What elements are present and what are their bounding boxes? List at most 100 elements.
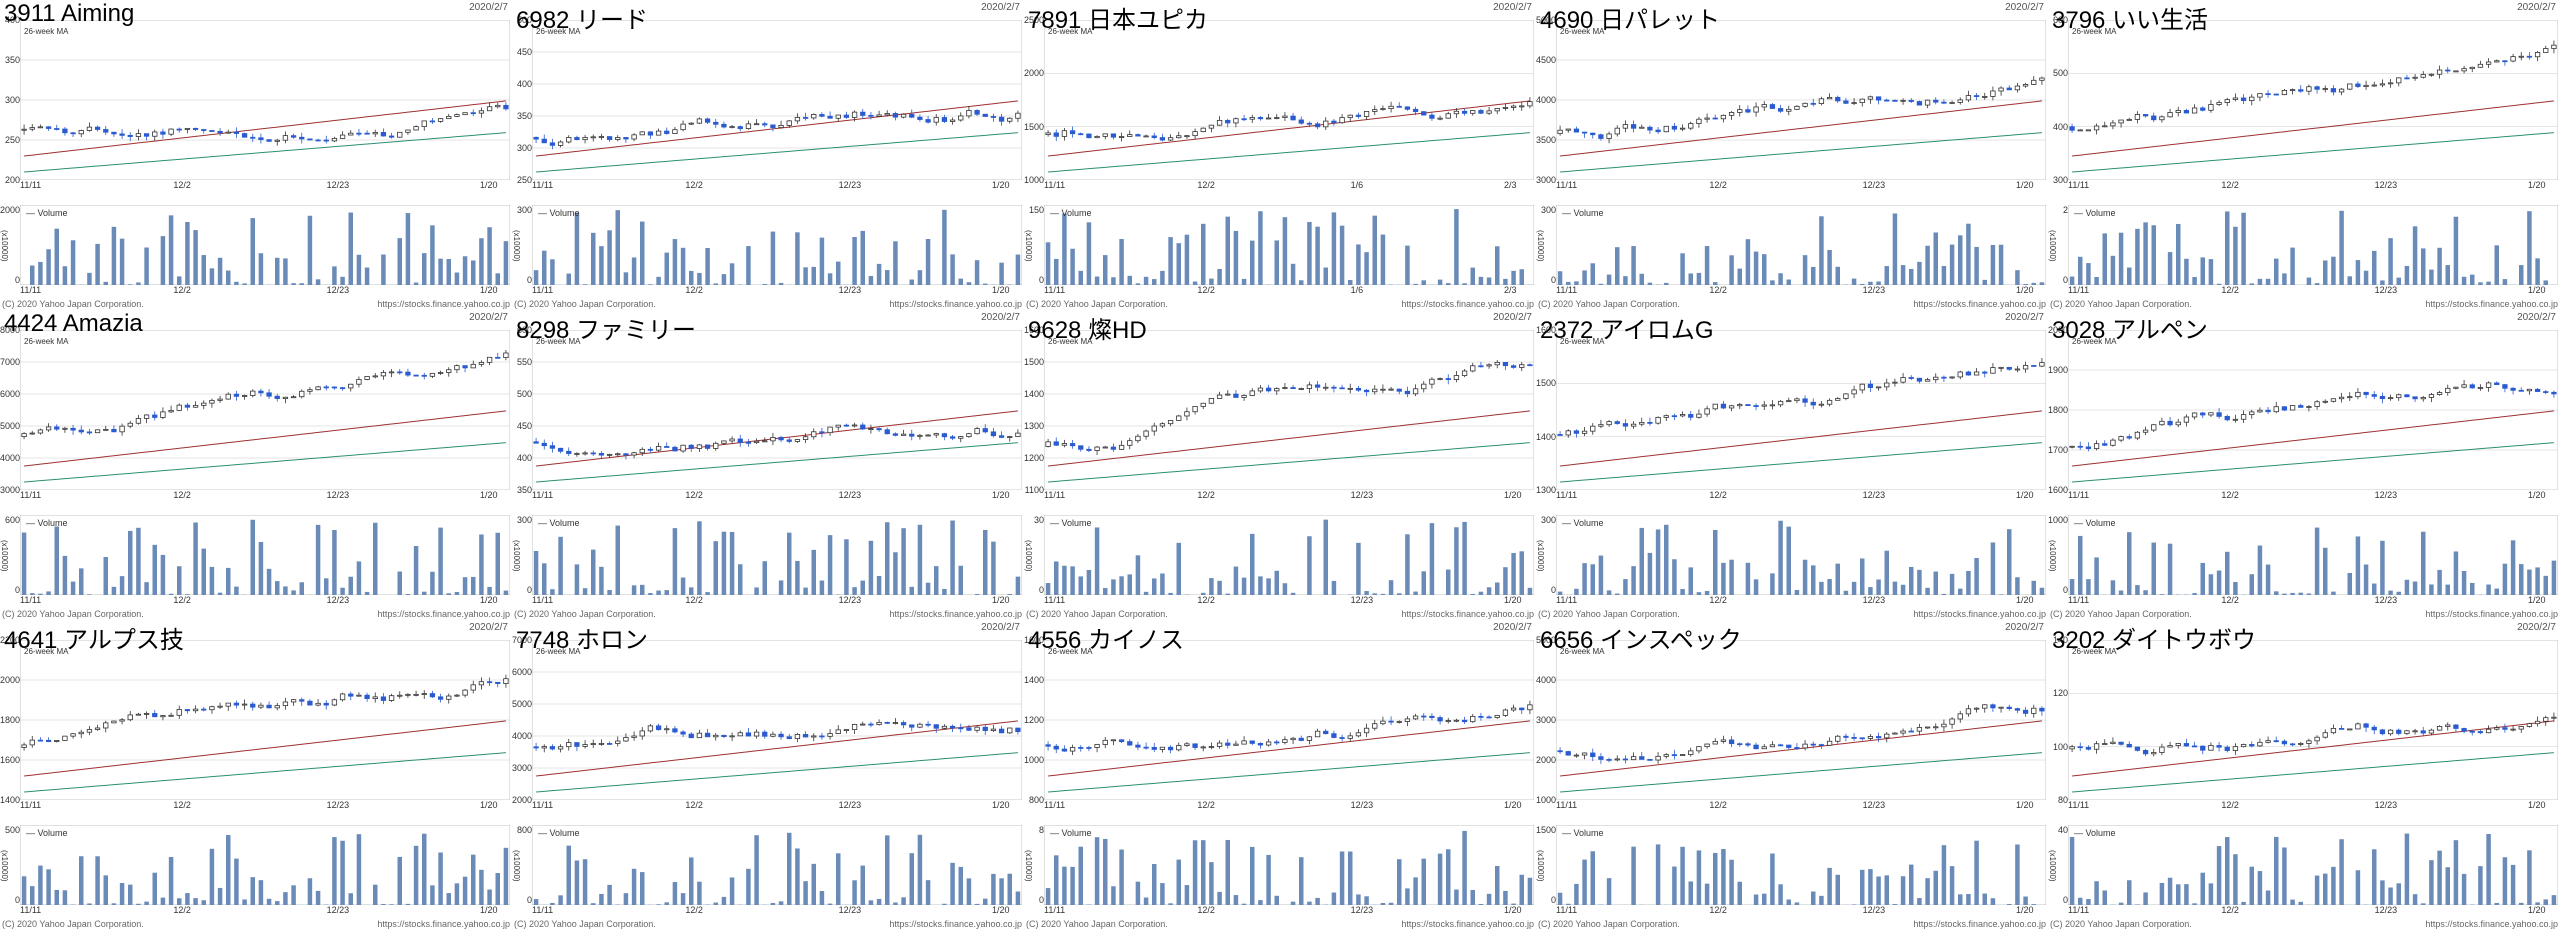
vol-y-tick: 0 bbox=[2046, 275, 2068, 285]
y-tick-label: 2000 bbox=[0, 675, 20, 685]
source-url: https://stocks.finance.yahoo.co.jp bbox=[1913, 609, 2046, 619]
y-tick-label: 120 bbox=[2046, 688, 2068, 698]
y-tick-label: 2000 bbox=[1534, 755, 1556, 765]
ma-legend: 26-week MA bbox=[1560, 338, 1604, 347]
x-tick-label-vol: 12/2 bbox=[2221, 905, 2239, 915]
date-stamp: 2020/2/7 bbox=[1493, 312, 1532, 323]
x-tick-label: 1/20 bbox=[480, 800, 498, 810]
x-tick-label: 11/11 bbox=[20, 180, 41, 190]
x-tick-label: 2/3 bbox=[1504, 180, 1517, 190]
price-pane bbox=[532, 330, 1022, 490]
source-url: https://stocks.finance.yahoo.co.jp bbox=[889, 299, 1022, 309]
y-tick-label: 1000 bbox=[1022, 755, 1044, 765]
chart-cell-2372: 2372 アイロムG2020/2/726-week MA130014001500… bbox=[1536, 310, 2048, 620]
ma-legend: 26-week MA bbox=[536, 648, 580, 657]
vol-y-tick: 0 bbox=[510, 275, 532, 285]
volume-label: — Volume bbox=[2074, 518, 2116, 528]
price-pane bbox=[1044, 640, 1534, 800]
x-tick-label-vol: 1/20 bbox=[480, 285, 498, 295]
volume-pane bbox=[20, 825, 510, 905]
date-stamp: 2020/2/7 bbox=[2005, 622, 2044, 633]
date-stamp: 2020/2/7 bbox=[1493, 622, 1532, 633]
price-chart bbox=[2068, 640, 2558, 800]
vol-y-tick: 0 bbox=[510, 895, 532, 905]
volume-chart bbox=[532, 515, 1022, 595]
volume-pane bbox=[532, 825, 1022, 905]
date-stamp: 2020/2/7 bbox=[2517, 2, 2556, 13]
x-tick-label-vol: 12/23 bbox=[1351, 595, 1374, 605]
x-tick-label: 11/11 bbox=[532, 490, 553, 500]
y-tick-label: 1800 bbox=[0, 715, 20, 725]
x-tick-label-vol: 1/20 bbox=[992, 595, 1010, 605]
price-chart bbox=[532, 640, 1022, 800]
y-tick-label: 3000 bbox=[1534, 715, 1556, 725]
price-pane bbox=[2068, 640, 2558, 800]
date-stamp: 2020/2/7 bbox=[981, 2, 1020, 13]
chart-cell-3911: 3911 Aiming2020/2/726-week MA20025030035… bbox=[0, 0, 512, 310]
x-tick-label: 12/23 bbox=[839, 490, 862, 500]
x-tick-label-vol: 11/11 bbox=[1044, 285, 1065, 295]
x-tick-label-vol: 1/20 bbox=[2528, 905, 2546, 915]
chart-cell-3028: 3028 アルペン2020/2/726-week MA1600170018001… bbox=[2048, 310, 2560, 620]
y-tick-label: 1200 bbox=[1022, 453, 1044, 463]
y-tick-label: 1400 bbox=[0, 795, 20, 805]
price-pane bbox=[2068, 330, 2558, 490]
chart-cell-4641: 4641 アルプス技2020/2/726-week MA140016001800… bbox=[0, 620, 512, 930]
vol-y-tick: 300 bbox=[510, 515, 532, 525]
y-tick-label: 1400 bbox=[1022, 389, 1044, 399]
y-tick-label: 4000 bbox=[0, 453, 20, 463]
copyright-text: (C) 2020 Yahoo Japan Corporation. bbox=[2050, 919, 2192, 929]
vol-y-tick: 1000 bbox=[2046, 515, 2068, 525]
y-tick-label: 1700 bbox=[2046, 445, 2068, 455]
x-tick-label: 1/20 bbox=[992, 180, 1010, 190]
ma-legend: 26-week MA bbox=[2072, 28, 2116, 37]
x-tick-label-vol: 11/11 bbox=[1044, 905, 1065, 915]
copyright-text: (C) 2020 Yahoo Japan Corporation. bbox=[1026, 609, 1168, 619]
x-tick-label: 11/11 bbox=[1556, 490, 1577, 500]
date-stamp: 2020/2/7 bbox=[469, 2, 508, 13]
x-tick-label-vol: 11/11 bbox=[20, 905, 41, 915]
date-stamp: 2020/2/7 bbox=[2517, 622, 2556, 633]
x-tick-label: 11/11 bbox=[532, 800, 553, 810]
ma-legend: 26-week MA bbox=[536, 28, 580, 37]
ma-legend: 26-week MA bbox=[24, 648, 68, 657]
x-tick-label-vol: 11/11 bbox=[20, 595, 41, 605]
date-stamp: 2020/2/7 bbox=[2005, 312, 2044, 323]
vol-unit: (x10000) bbox=[2048, 230, 2057, 262]
x-tick-label: 1/6 bbox=[1351, 180, 1364, 190]
x-tick-label-vol: 12/2 bbox=[173, 285, 191, 295]
chart-cell-8298: 8298 ファミリー2020/2/726-week MA350400450500… bbox=[512, 310, 1024, 620]
x-tick-label: 11/11 bbox=[2068, 180, 2089, 190]
x-tick-label: 11/11 bbox=[1044, 800, 1065, 810]
copyright-text: (C) 2020 Yahoo Japan Corporation. bbox=[514, 919, 656, 929]
ma-legend: 26-week MA bbox=[1048, 338, 1092, 347]
y-tick-label: 500 bbox=[2046, 68, 2068, 78]
x-tick-label: 1/20 bbox=[1504, 800, 1522, 810]
copyright-text: (C) 2020 Yahoo Japan Corporation. bbox=[2, 609, 144, 619]
volume-pane bbox=[2068, 515, 2558, 595]
copyright-text: (C) 2020 Yahoo Japan Corporation. bbox=[514, 299, 656, 309]
vol-y-tick: 1500 bbox=[1534, 825, 1556, 835]
vol-y-tick: 300 bbox=[1534, 205, 1556, 215]
x-tick-label: 12/23 bbox=[2375, 490, 2398, 500]
x-tick-label: 12/2 bbox=[1197, 490, 1215, 500]
source-url: https://stocks.finance.yahoo.co.jp bbox=[377, 609, 510, 619]
x-tick-label-vol: 12/23 bbox=[327, 905, 350, 915]
volume-pane bbox=[20, 205, 510, 285]
x-tick-label-vol: 12/23 bbox=[839, 285, 862, 295]
chart-cell-6656: 6656 インスペック2020/2/726-week MA10002000300… bbox=[1536, 620, 2048, 930]
vol-y-tick: 500 bbox=[0, 825, 20, 835]
x-tick-label: 1/20 bbox=[2016, 180, 2034, 190]
price-chart bbox=[1044, 20, 1534, 180]
x-tick-label: 11/11 bbox=[20, 490, 41, 500]
x-tick-label: 12/2 bbox=[1197, 180, 1215, 190]
y-tick-label: 3000 bbox=[0, 485, 20, 495]
chart-cell-3796: 3796 いい生活2020/2/726-week MA3004005006001… bbox=[2048, 0, 2560, 310]
y-tick-label: 6000 bbox=[510, 667, 532, 677]
x-tick-label-vol: 12/2 bbox=[1709, 595, 1727, 605]
vol-y-tick: 0 bbox=[1022, 895, 1044, 905]
date-stamp: 2020/2/7 bbox=[1493, 2, 1532, 13]
x-tick-label: 11/11 bbox=[1044, 490, 1065, 500]
x-tick-label-vol: 12/23 bbox=[327, 285, 350, 295]
x-tick-label-vol: 12/23 bbox=[327, 595, 350, 605]
